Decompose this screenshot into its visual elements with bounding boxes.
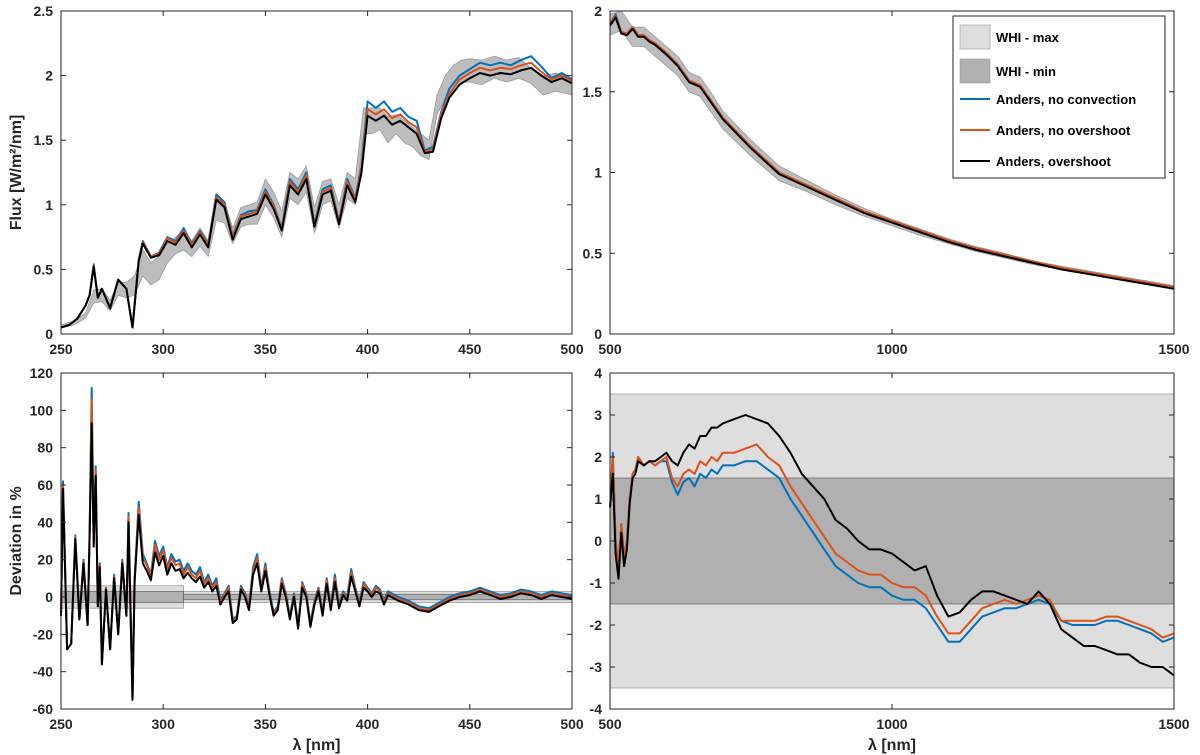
x-tick-label: 1500 [1158,341,1189,357]
legend-label-overshoot: Anders, overshoot [996,154,1112,169]
y-tick-label: 0 [594,533,602,549]
x-tick-label: 250 [49,341,73,357]
y-tick-label: 3 [594,407,602,423]
x-tick-label: 500 [560,716,584,732]
plot-area [61,373,572,709]
whi-min-band [609,477,1175,605]
x-tick-label: 400 [356,716,380,732]
y-tick-label: 1 [594,491,602,507]
y-tick-label: 2 [594,3,602,19]
y-tick-label: 100 [30,402,54,418]
x-tick-label: 1000 [876,341,907,357]
legend-label-whi-max: WHI - max [996,30,1060,45]
legend-label-whi-min: WHI - min [996,64,1056,79]
series-anders-overshoot [609,16,1175,290]
y-tick-label: 4 [594,365,602,381]
legend-patch-whi-min [959,58,991,84]
x-tick-label: 350 [254,716,278,732]
y-tick-label: -4 [590,701,603,717]
y-tick-label: 120 [30,365,54,381]
y-axis-label: Flux [W/m²/nm] [8,115,25,231]
flux-uv-panel: 250 300 350 400 450 500 0 0.5 1 1.5 2 2.5 Flux [W/m²… [8,3,584,357]
x-tick-label: 1500 [1158,716,1189,732]
x-tick-label: 450 [458,341,482,357]
x-tick-label: 500 [560,341,584,357]
y-tick-label: 1.5 [34,132,54,148]
x-tick-label: 250 [49,716,73,732]
y-tick-label: 1 [45,197,53,213]
x-tick-label: 500 [598,716,622,732]
y-tick-label: 0 [45,326,53,342]
x-tick-label: 350 [254,341,278,357]
series-anders-overshoot [60,66,573,329]
series-anders-overshoot [609,414,1175,677]
deviation-visible-ir-panel: 500 1000 1500 -4 -3 -2 -1 0 1 2 3 4 λ [nm] [590,365,1190,754]
axes-frame [60,372,573,710]
y-tick-label: 0.5 [583,245,603,261]
y-tick-label: 0.5 [34,261,54,277]
y-tick-label: 40 [37,514,53,530]
x-tick-label: 500 [598,341,622,357]
x-tick-label: 450 [458,716,482,732]
legend-label-no-overshoot: Anders, no overshoot [996,123,1131,138]
x-axis-label: λ [nm] [868,737,916,754]
y-tick-label: 1 [594,165,602,181]
y-tick-label: 60 [37,477,53,493]
legend-patch-whi-max [959,24,991,50]
x-tick-label: 400 [356,341,380,357]
x-axis-label: λ [nm] [293,737,341,754]
y-tick-label: 20 [37,552,53,568]
series-anders-overshoot [60,422,573,701]
x-tick-label: 1000 [876,716,907,732]
y-tick-label: -20 [33,626,53,642]
y-tick-label: 2 [594,449,602,465]
legend-label-no-convection: Anders, no convection [996,92,1136,107]
y-tick-label: 0 [45,589,53,605]
y-tick-label: -60 [33,701,53,717]
y-tick-label: -40 [33,664,53,680]
y-tick-label: 1.5 [583,84,603,100]
y-tick-label: 2.5 [34,3,54,19]
y-tick-label: 2 [45,68,53,84]
y-tick-label: -1 [590,575,603,591]
x-tick-label: 300 [152,341,176,357]
deviation-uv-panel: 250 300 350 400 450 500 -60 -40 -20 0 20 40 60 80 100 1… [8,365,584,754]
legend: WHI - max WHI - min Anders, no convectio… [952,15,1166,179]
y-tick-label: 0 [594,326,602,342]
y-tick-label: -3 [590,659,603,675]
y-tick-label: 80 [37,440,53,456]
x-tick-label: 300 [152,716,176,732]
y-tick-label: -2 [590,617,603,633]
y-axis-label: Deviation in % [8,486,25,595]
axes-frame [60,10,573,335]
